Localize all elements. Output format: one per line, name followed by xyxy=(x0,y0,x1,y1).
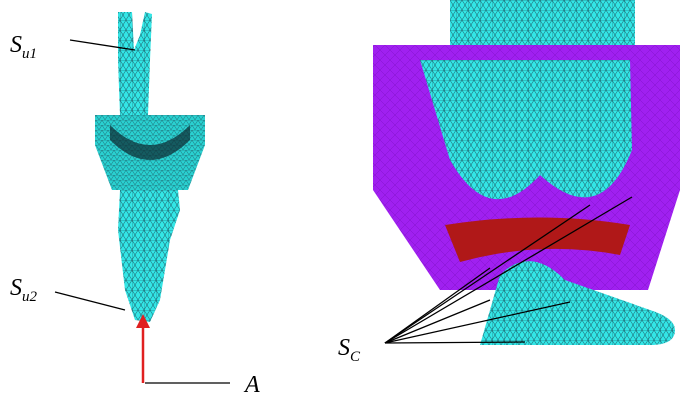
subscript: C xyxy=(350,349,361,365)
right-model xyxy=(373,0,680,345)
figure: Su1 Su2 SC A xyxy=(0,0,695,394)
label: A xyxy=(243,372,260,394)
left-model xyxy=(95,12,205,383)
label: SC xyxy=(338,335,361,365)
symbol: S xyxy=(338,335,350,361)
lower-part xyxy=(118,190,180,322)
label: Su2 xyxy=(10,275,38,305)
label: Su1 xyxy=(10,32,37,62)
subscript: u2 xyxy=(22,289,38,305)
symbol: S xyxy=(10,275,22,301)
leader xyxy=(55,292,125,310)
subscript: u1 xyxy=(22,46,37,62)
upper-part xyxy=(118,12,152,115)
leader xyxy=(385,300,490,343)
symbol: S xyxy=(10,32,22,58)
